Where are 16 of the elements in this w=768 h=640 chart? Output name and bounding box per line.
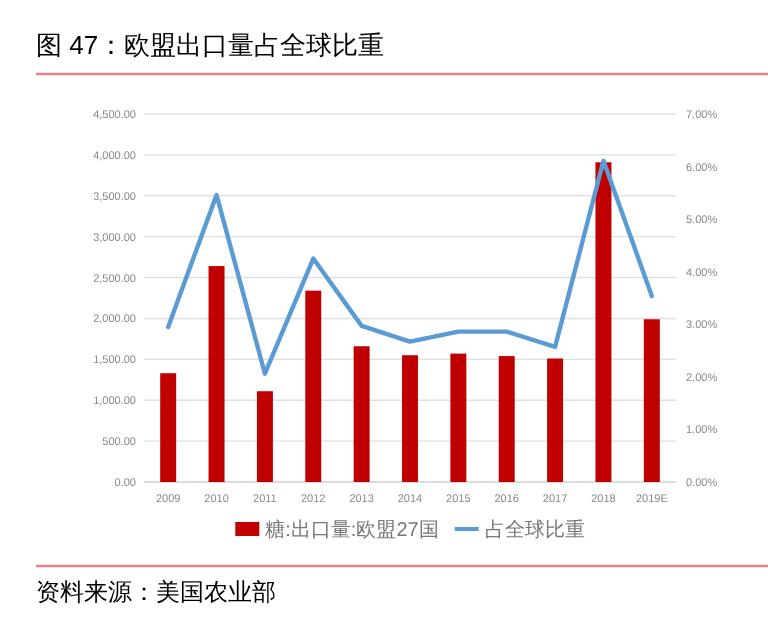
legend-label: 糖:出口量:欧盟27国 — [265, 518, 439, 542]
bar — [208, 266, 225, 482]
bar — [402, 355, 418, 482]
bar — [160, 373, 177, 482]
bar — [256, 391, 273, 482]
bar — [450, 353, 467, 482]
chart-title: 图 47：欧盟出口量占全球比重 — [36, 30, 385, 60]
legend-label: 占全球比重 — [484, 518, 585, 542]
bar — [643, 319, 660, 482]
line-series — [165, 158, 655, 376]
bar — [498, 356, 515, 482]
text: 资料来源：美国农业部 — [36, 578, 276, 606]
bar — [547, 358, 564, 482]
bar — [353, 346, 370, 482]
bar — [305, 290, 322, 482]
bar — [595, 162, 612, 482]
